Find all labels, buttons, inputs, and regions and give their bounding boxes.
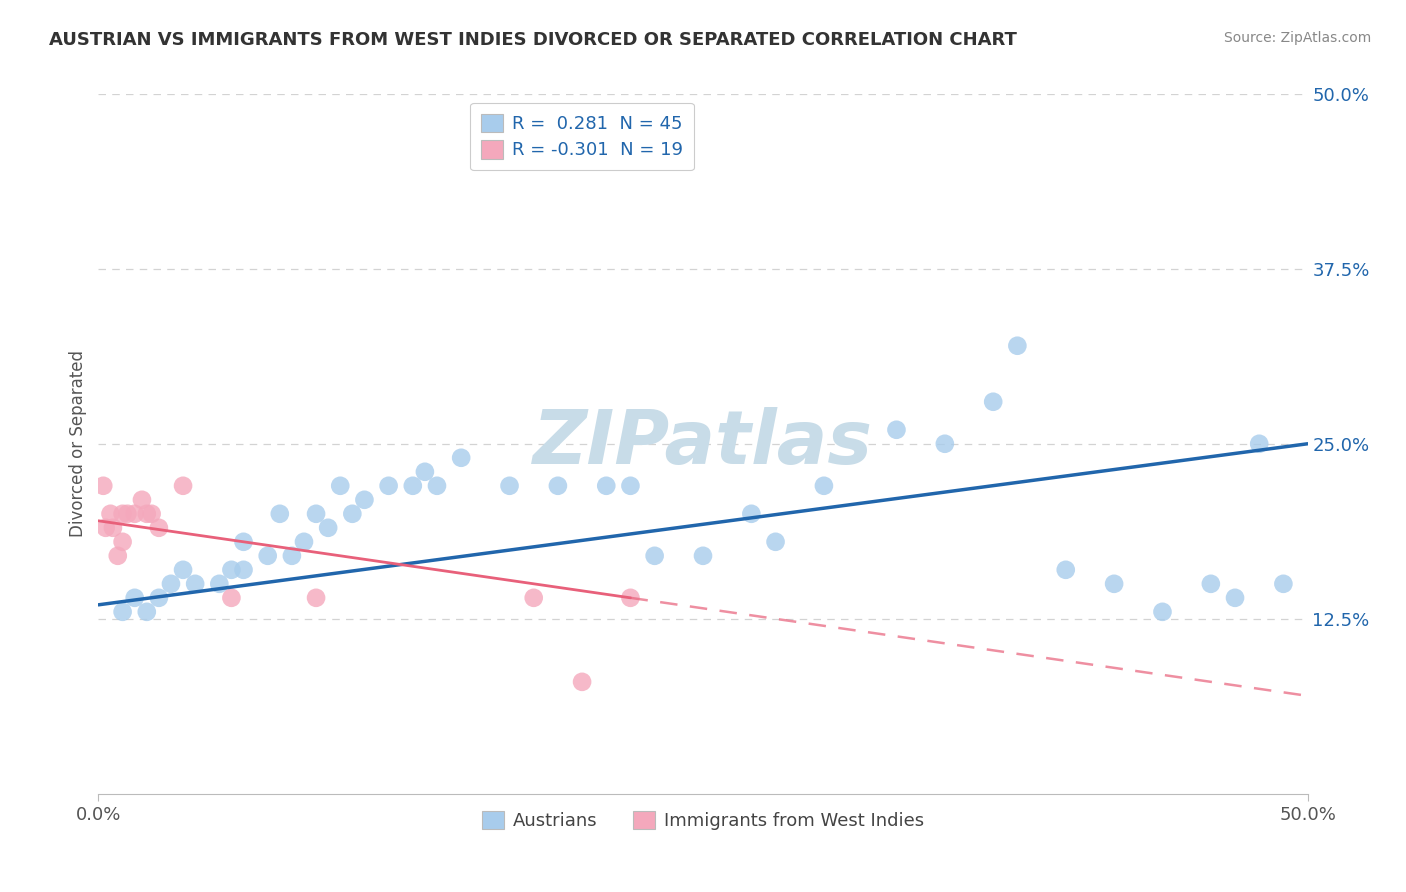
Point [353,492,375,507]
Point [1102,577,1125,591]
Point [765,534,787,549]
Point [571,674,593,689]
Point [1054,563,1077,577]
Point [131,492,153,507]
Point [402,479,425,493]
Point [172,563,194,577]
Point [498,479,520,493]
Point [1272,577,1295,591]
Legend: Austrians, Immigrants from West Indies: Austrians, Immigrants from West Indies [475,804,931,838]
Point [1223,591,1246,605]
Point [934,436,956,450]
Point [595,479,617,493]
Point [148,521,170,535]
Point [450,450,472,465]
Point [342,507,364,521]
Point [124,591,146,605]
Point [886,423,908,437]
Point [1007,339,1029,353]
Point [1199,577,1222,591]
Point [124,507,146,521]
Point [232,563,254,577]
Point [160,577,183,591]
Point [208,577,231,591]
Point [111,534,134,549]
Point [813,479,835,493]
Point [221,563,243,577]
Point [141,507,163,521]
Point [305,591,328,605]
Point [111,605,134,619]
Point [316,521,339,535]
Point [94,521,117,535]
Text: Source: ZipAtlas.com: Source: ZipAtlas.com [1223,31,1371,45]
Point [1152,605,1174,619]
Point [148,591,170,605]
Text: AUSTRIAN VS IMMIGRANTS FROM WEST INDIES DIVORCED OR SEPARATED CORRELATION CHART: AUSTRIAN VS IMMIGRANTS FROM WEST INDIES … [49,31,1017,49]
Point [692,549,714,563]
Point [547,479,569,493]
Point [100,507,122,521]
Point [305,507,328,521]
Y-axis label: Divorced or Separated: Divorced or Separated [69,351,87,537]
Point [281,549,304,563]
Point [619,479,641,493]
Point [101,521,124,535]
Point [135,605,157,619]
Point [172,479,194,493]
Point [135,507,157,521]
Point [377,479,399,493]
Point [107,549,129,563]
Point [981,394,1004,409]
Point [619,591,641,605]
Point [221,591,243,605]
Point [1249,436,1271,450]
Point [413,465,436,479]
Point [426,479,449,493]
Point [523,591,546,605]
Point [644,549,666,563]
Point [91,479,114,493]
Point [117,507,139,521]
Point [269,507,291,521]
Text: ZIPatlas: ZIPatlas [533,408,873,480]
Point [329,479,352,493]
Point [111,507,134,521]
Point [740,507,762,521]
Point [256,549,278,563]
Point [292,534,315,549]
Point [232,534,254,549]
Point [184,577,207,591]
